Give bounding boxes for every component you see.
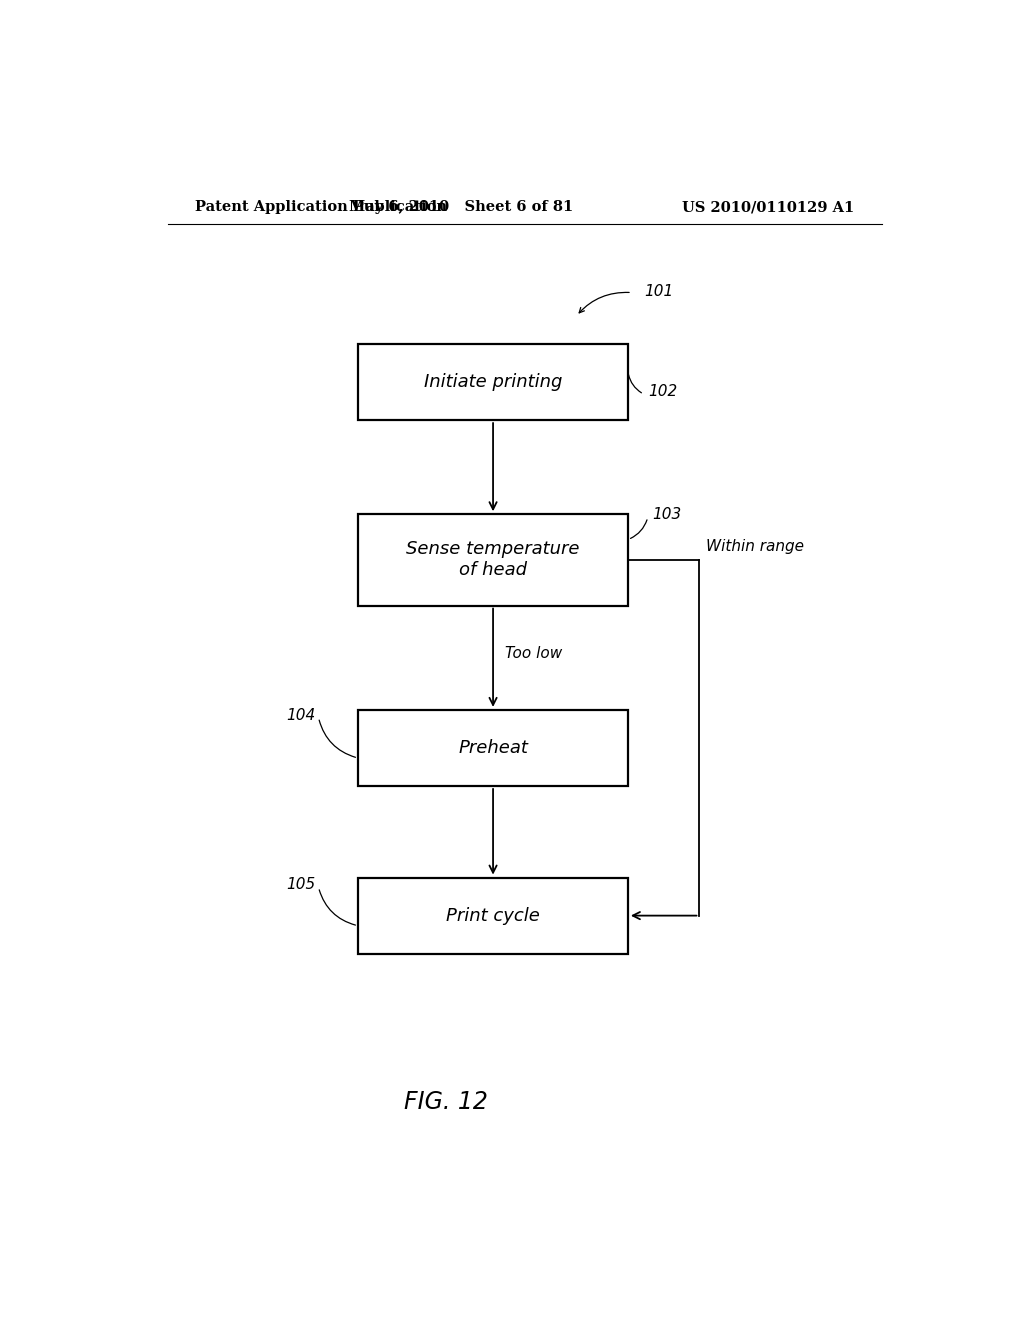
Text: 101: 101 (644, 284, 673, 298)
Text: Print cycle: Print cycle (446, 907, 540, 924)
Text: Sense temperature
of head: Sense temperature of head (407, 540, 580, 579)
Bar (358, 710, 628, 785)
Text: 103: 103 (652, 507, 681, 523)
Text: 104: 104 (287, 708, 316, 722)
Text: Initiate printing: Initiate printing (424, 374, 562, 391)
Text: Preheat: Preheat (458, 739, 528, 756)
Text: FIG. 12: FIG. 12 (403, 1089, 487, 1114)
Text: May 6, 2010   Sheet 6 of 81: May 6, 2010 Sheet 6 of 81 (349, 201, 573, 214)
Text: US 2010/0110129 A1: US 2010/0110129 A1 (682, 201, 854, 214)
Bar (358, 345, 628, 420)
Text: Too low: Too low (505, 645, 562, 661)
Text: Patent Application Publication: Patent Application Publication (196, 201, 447, 214)
Text: 102: 102 (648, 384, 677, 399)
Text: 105: 105 (287, 878, 316, 892)
Text: Within range: Within range (706, 539, 804, 554)
Bar (358, 515, 628, 606)
Bar (358, 878, 628, 954)
